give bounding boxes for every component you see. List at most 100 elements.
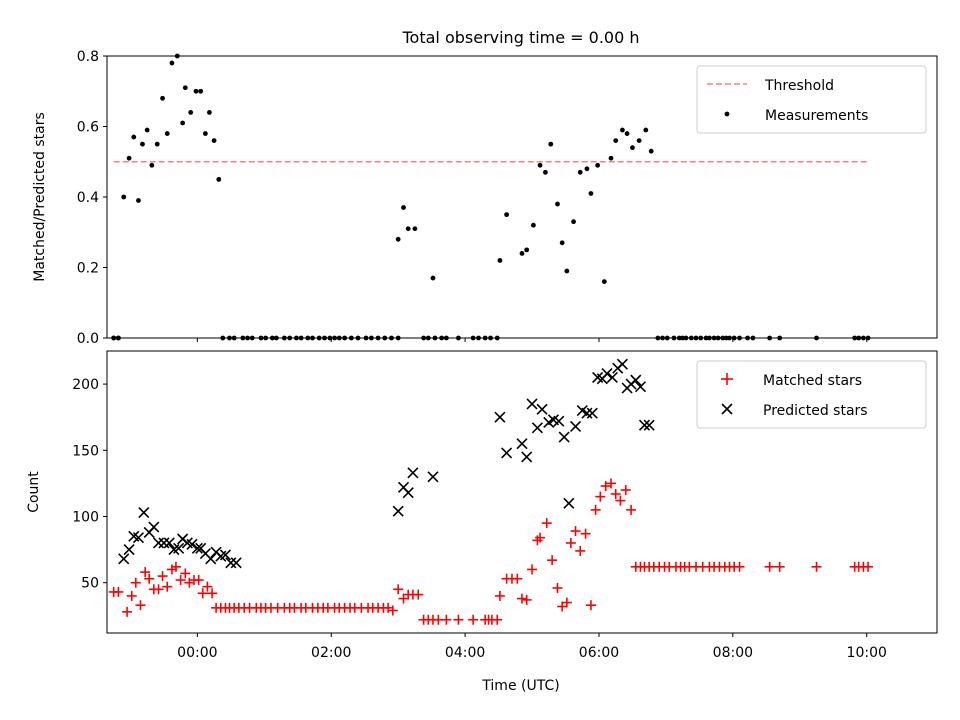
measurement-point <box>555 201 560 207</box>
predicted-star-point <box>152 537 165 549</box>
measurement-point <box>707 335 712 341</box>
measurement-point <box>608 155 614 161</box>
predicted-star-point <box>219 549 232 561</box>
top-legend: Threshold Measurements <box>696 65 927 134</box>
matched-star-point <box>180 568 191 579</box>
measurement-point <box>281 335 287 341</box>
matched-star-point <box>492 614 503 625</box>
measurement-point <box>524 247 530 253</box>
measurement-point <box>860 335 866 341</box>
measurement-point <box>680 335 686 341</box>
matched-star-point <box>595 491 606 502</box>
measurement-point <box>294 335 299 341</box>
predicted-star-point <box>634 381 647 393</box>
measurement-point <box>715 335 721 341</box>
bottom-y-axis-label: Count <box>26 471 42 513</box>
matched-star-point <box>113 586 124 597</box>
measurement-point <box>164 131 170 136</box>
measurement-point <box>182 85 188 91</box>
matched-star-point <box>468 614 479 625</box>
measurement-point <box>207 110 212 115</box>
matched-star-point <box>193 575 204 586</box>
measurement-point <box>814 335 819 341</box>
measurement-point <box>601 279 607 284</box>
bottom-x-tick-label: 10:00 <box>847 645 887 661</box>
measurement-point <box>160 95 165 101</box>
matched-star-point <box>575 545 586 556</box>
predicted-star-point <box>558 431 570 443</box>
measurement-point <box>745 335 750 341</box>
predicted-star-point <box>118 553 130 565</box>
measurement-point <box>211 138 217 144</box>
measurement-point <box>355 335 361 341</box>
predicted-star-point <box>601 367 613 380</box>
measurement-point <box>401 205 406 210</box>
x-axis-label: Time (UTC) <box>481 678 559 694</box>
measurement-point <box>571 219 576 225</box>
measurement-point <box>342 335 348 341</box>
measurement-point <box>425 335 431 341</box>
measurement-point <box>258 335 264 341</box>
measurement-point <box>613 138 619 144</box>
matched-star-point <box>153 584 164 595</box>
matched-star-point <box>202 581 213 592</box>
legend-matched-swatch <box>721 373 733 385</box>
matched-star-point <box>580 528 591 539</box>
legend-predicted-label: Predicted stars <box>763 403 868 419</box>
measurement-point <box>624 131 630 136</box>
matched-star-point <box>561 597 572 608</box>
measurement-point <box>305 335 311 341</box>
measurement-point <box>115 335 121 341</box>
bottom-legend: Matched stars Predicted stars <box>696 360 927 429</box>
predicted-star-point <box>123 544 135 556</box>
measurement-point <box>421 335 427 341</box>
legend-predicted-swatch <box>721 403 733 415</box>
top-y-axis-label: Matched/Predicted stars <box>32 112 48 282</box>
measurement-point <box>856 335 862 341</box>
matched-star-point <box>600 481 611 492</box>
bottom-x-tick-label: 04:00 <box>445 645 485 661</box>
measurement-point <box>332 335 337 341</box>
matched-star-point <box>140 567 151 578</box>
bottom-panel: 50 100 150 200 00:00 02:00 04:00 06:00 08:00 10:… <box>26 350 938 694</box>
matched-star-point <box>135 600 146 611</box>
measurement-point <box>470 335 476 341</box>
measurement-point <box>648 148 654 154</box>
predicted-star-point <box>606 371 618 384</box>
bottom-y-tick-label: 50 <box>81 576 99 592</box>
measurement-point <box>676 335 682 341</box>
predicted-star-point <box>163 537 175 549</box>
predicted-star-point <box>138 506 150 519</box>
predicted-star-point <box>586 407 598 419</box>
matched-star-point <box>387 605 398 616</box>
measurement-point <box>750 335 756 341</box>
top-y-tick-label: 0.2 <box>77 261 99 277</box>
measurement-point <box>727 335 732 341</box>
legend-measurement-label: Measurements <box>765 108 868 124</box>
matched-star-point <box>764 561 775 572</box>
measurement-point <box>432 335 438 341</box>
predicted-star-point <box>230 557 242 569</box>
matched-star-point <box>453 614 464 625</box>
bottom-x-tick-label: 00:00 <box>177 645 217 661</box>
measurement-point <box>630 145 635 151</box>
measurement-point <box>405 226 411 232</box>
measurement-point <box>174 53 180 59</box>
measurement-point <box>316 335 322 341</box>
measurement-point <box>865 335 871 341</box>
measurement-point <box>711 335 717 341</box>
measurement-point <box>368 335 374 341</box>
measurement-point <box>643 127 649 133</box>
matched-star-point <box>774 561 785 572</box>
predicted-star-point <box>191 542 203 554</box>
measurement-point <box>430 275 436 281</box>
measurement-point <box>476 335 481 341</box>
matched-star-point <box>494 590 505 601</box>
matched-star-point <box>393 584 404 595</box>
predicted-star-point <box>148 521 160 533</box>
predicted-star-point <box>205 553 217 565</box>
predicted-stars-points <box>118 358 655 569</box>
measurement-point <box>216 176 222 182</box>
measurement-point <box>202 131 208 136</box>
